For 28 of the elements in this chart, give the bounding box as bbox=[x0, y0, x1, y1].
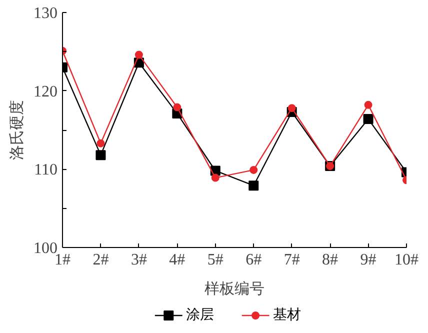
x-axis-title: 样板编号 bbox=[204, 280, 264, 298]
x-tick-label: 3# bbox=[130, 252, 147, 268]
legend-label: 涂层 bbox=[186, 307, 214, 323]
x-tick-label: 4# bbox=[169, 252, 186, 268]
y-tick-label: 120 bbox=[34, 83, 58, 100]
point bbox=[96, 150, 106, 160]
x-tick-label: 1# bbox=[54, 252, 70, 268]
y-tick-label: 110 bbox=[34, 162, 58, 179]
x-tick-label: 8# bbox=[322, 252, 338, 268]
point bbox=[173, 103, 182, 112]
point bbox=[288, 104, 296, 112]
y-tick-label: 100 bbox=[34, 240, 58, 257]
x-tick-label: 6# bbox=[246, 252, 262, 268]
x-tick-label: 2# bbox=[92, 252, 109, 268]
x-tick-label: 5# bbox=[207, 252, 224, 268]
point bbox=[364, 100, 372, 109]
legend-label: 基材 bbox=[272, 307, 301, 323]
point bbox=[363, 114, 374, 124]
point bbox=[96, 139, 105, 148]
point bbox=[248, 180, 259, 191]
y-axis-title: 洛氏硬度 bbox=[8, 100, 26, 160]
x-tick-label: 9# bbox=[360, 252, 376, 268]
point bbox=[250, 166, 258, 174]
y-tick-label: 130 bbox=[34, 5, 58, 22]
x-tick-label: 7# bbox=[284, 252, 300, 268]
point bbox=[134, 50, 143, 59]
x-tick-label: 10# bbox=[394, 252, 418, 268]
point bbox=[211, 174, 220, 182]
